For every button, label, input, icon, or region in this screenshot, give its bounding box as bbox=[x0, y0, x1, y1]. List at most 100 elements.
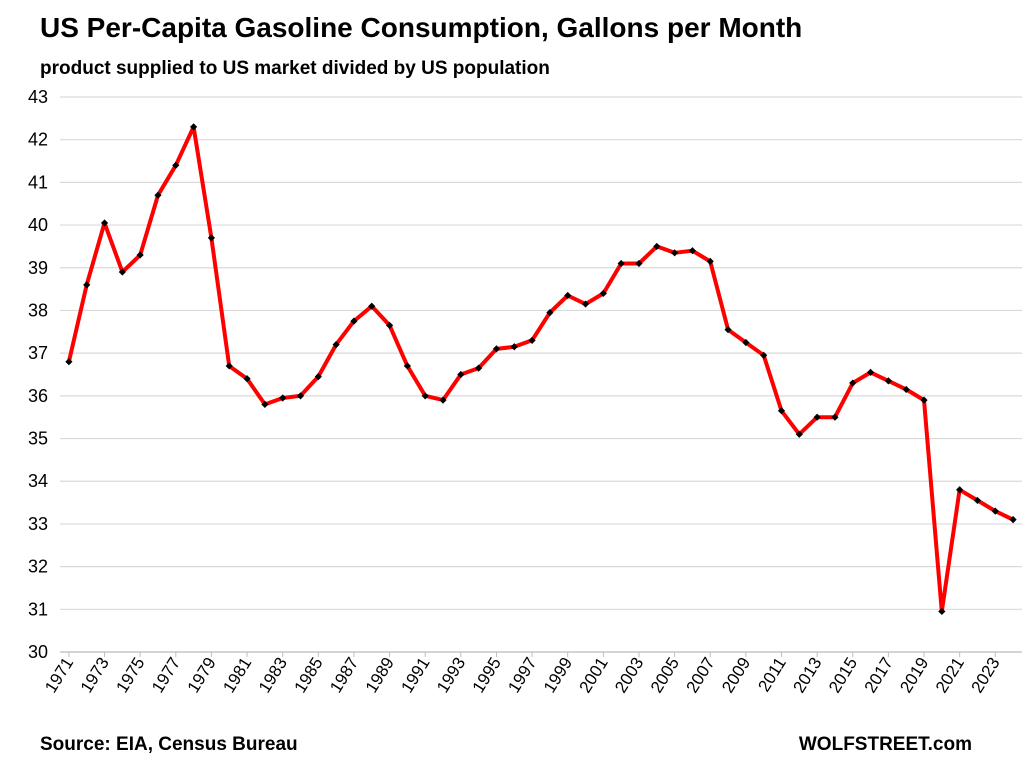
y-tick-label: 38 bbox=[28, 300, 48, 320]
data-point bbox=[653, 242, 661, 251]
data-point bbox=[671, 249, 679, 257]
x-tick-label: 2023 bbox=[968, 654, 1004, 696]
data-point bbox=[956, 486, 964, 494]
data-point bbox=[118, 268, 126, 276]
data-point bbox=[528, 336, 536, 344]
x-tick-label: 2017 bbox=[861, 654, 897, 696]
x-tick-label: 2001 bbox=[576, 654, 612, 696]
x-tick-label: 2005 bbox=[647, 654, 683, 696]
y-tick-label: 35 bbox=[28, 429, 48, 449]
data-point bbox=[1009, 516, 1017, 524]
data-point bbox=[403, 362, 411, 370]
y-tick-label: 30 bbox=[28, 642, 48, 662]
x-tick-label: 2019 bbox=[896, 654, 932, 696]
data-point bbox=[795, 430, 803, 438]
data-point bbox=[368, 302, 376, 310]
data-point bbox=[510, 343, 518, 351]
y-tick-label: 37 bbox=[28, 343, 48, 363]
source-note: Source: EIA, Census Bureau bbox=[40, 734, 298, 755]
x-tick-label: 2013 bbox=[789, 654, 825, 696]
data-point bbox=[350, 317, 358, 325]
data-point bbox=[973, 496, 982, 505]
x-tick-label: 2011 bbox=[754, 654, 789, 695]
data-point bbox=[314, 373, 322, 381]
data-point bbox=[207, 234, 216, 242]
data-point bbox=[492, 345, 501, 353]
data-point bbox=[635, 259, 643, 268]
data-point bbox=[457, 370, 465, 379]
x-tick-label: 1993 bbox=[433, 654, 469, 696]
y-tick-label: 40 bbox=[28, 215, 48, 235]
data-point bbox=[581, 300, 590, 308]
x-tick-label: 1977 bbox=[148, 654, 184, 696]
data-point bbox=[421, 392, 429, 400]
data-point bbox=[617, 259, 625, 268]
data-point bbox=[742, 338, 750, 347]
data-point bbox=[172, 161, 180, 169]
x-tick-label: 1995 bbox=[469, 654, 505, 696]
x-tick-label: 2021 bbox=[932, 654, 968, 696]
data-point bbox=[279, 394, 287, 402]
x-tick-label: 1985 bbox=[291, 654, 327, 696]
data-point bbox=[599, 289, 607, 297]
y-tick-label: 32 bbox=[28, 557, 48, 577]
data-point bbox=[938, 607, 946, 616]
y-tick-label: 31 bbox=[28, 599, 48, 619]
x-tick-label: 2009 bbox=[718, 654, 754, 696]
data-point bbox=[813, 413, 821, 421]
data-point bbox=[991, 507, 999, 515]
data-point bbox=[724, 326, 732, 334]
data-point bbox=[83, 281, 91, 289]
y-tick-label: 39 bbox=[28, 258, 48, 278]
x-tick-label: 1987 bbox=[326, 654, 362, 696]
x-tick-label: 1989 bbox=[362, 654, 398, 696]
data-point bbox=[706, 257, 714, 265]
data-point bbox=[439, 396, 447, 404]
data-point bbox=[243, 375, 251, 383]
data-point bbox=[760, 351, 768, 359]
series-line bbox=[66, 124, 1016, 614]
y-tick-label: 33 bbox=[28, 514, 48, 534]
data-point bbox=[866, 368, 875, 376]
y-tick-label: 41 bbox=[28, 172, 48, 192]
data-point bbox=[190, 123, 198, 131]
chart-subtitle: product supplied to US market divided by… bbox=[40, 58, 550, 79]
x-axis: 1971 1973 1975 1977 1979 1981 1983 1985 1987 1989… bbox=[41, 651, 1022, 696]
data-point bbox=[920, 396, 928, 404]
x-tick-label: 1979 bbox=[184, 654, 220, 696]
data-point bbox=[831, 413, 839, 421]
y-axis: 30 31 32 33 34 35 36 37 38 39 40 41 42 43 bbox=[28, 87, 48, 662]
data-point bbox=[225, 362, 233, 370]
x-tick-label: 1983 bbox=[255, 654, 291, 696]
data-point bbox=[261, 400, 269, 408]
data-point bbox=[475, 364, 483, 372]
x-tick-label: 1991 bbox=[397, 654, 433, 696]
x-tick-label: 1973 bbox=[77, 654, 113, 696]
y-tick-label: 43 bbox=[28, 87, 48, 107]
y-tick-label: 42 bbox=[28, 130, 48, 150]
brand-label: WOLFSTREET.com bbox=[798, 734, 972, 755]
plot-area bbox=[65, 123, 1017, 616]
x-tick-label: 2003 bbox=[611, 654, 647, 696]
data-point bbox=[100, 219, 109, 227]
data-point bbox=[154, 191, 162, 199]
data-point bbox=[385, 321, 394, 330]
data-point bbox=[332, 341, 340, 349]
x-tick-label: 2015 bbox=[825, 654, 861, 696]
x-tick-label: 1981 bbox=[219, 654, 255, 696]
data-point bbox=[688, 247, 697, 255]
data-point bbox=[136, 251, 144, 259]
y-tick-label: 34 bbox=[28, 471, 48, 491]
y-tick-label: 36 bbox=[28, 386, 48, 406]
data-point bbox=[296, 392, 305, 400]
data-point bbox=[65, 358, 73, 366]
x-tick-label: 1997 bbox=[504, 654, 540, 696]
data-point bbox=[902, 385, 910, 394]
data-point bbox=[849, 379, 857, 387]
data-point bbox=[546, 308, 554, 317]
data-point bbox=[777, 407, 786, 415]
chart-title: US Per-Capita Gasoline Consumption, Gall… bbox=[40, 12, 803, 43]
data-point bbox=[564, 291, 572, 300]
x-tick-label: 1999 bbox=[540, 654, 576, 696]
